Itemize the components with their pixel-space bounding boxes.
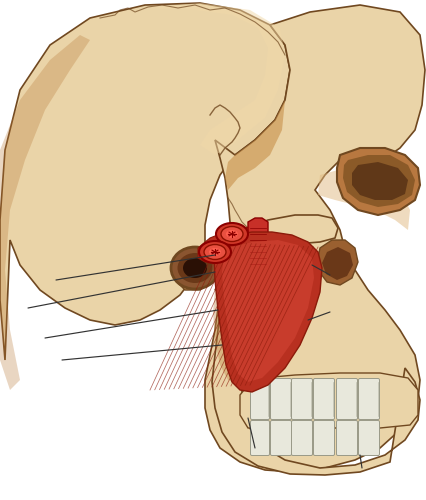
FancyBboxPatch shape	[270, 420, 291, 456]
Polygon shape	[317, 168, 409, 230]
FancyBboxPatch shape	[358, 420, 379, 456]
Ellipse shape	[170, 247, 219, 289]
Polygon shape	[213, 275, 251, 382]
Polygon shape	[317, 240, 357, 285]
Polygon shape	[351, 162, 407, 200]
Polygon shape	[321, 247, 352, 280]
FancyBboxPatch shape	[291, 378, 312, 420]
FancyBboxPatch shape	[250, 378, 269, 420]
Ellipse shape	[208, 248, 221, 256]
FancyBboxPatch shape	[291, 420, 312, 456]
FancyBboxPatch shape	[336, 420, 357, 456]
Ellipse shape	[225, 230, 237, 238]
Polygon shape	[204, 5, 424, 472]
Polygon shape	[242, 215, 337, 245]
Ellipse shape	[199, 241, 230, 263]
Polygon shape	[0, 35, 90, 390]
Polygon shape	[213, 232, 321, 392]
Ellipse shape	[216, 223, 248, 245]
FancyBboxPatch shape	[336, 378, 357, 420]
FancyBboxPatch shape	[270, 378, 291, 420]
Ellipse shape	[183, 258, 207, 278]
Polygon shape	[172, 248, 215, 290]
Polygon shape	[222, 240, 313, 382]
Polygon shape	[225, 100, 284, 190]
Polygon shape	[239, 373, 417, 428]
Ellipse shape	[204, 244, 225, 260]
FancyBboxPatch shape	[313, 378, 334, 420]
Polygon shape	[198, 226, 257, 262]
Polygon shape	[211, 262, 419, 475]
FancyBboxPatch shape	[358, 378, 379, 420]
Ellipse shape	[177, 253, 212, 283]
Polygon shape	[0, 3, 289, 360]
Polygon shape	[336, 148, 419, 215]
Polygon shape	[342, 155, 414, 207]
FancyBboxPatch shape	[313, 420, 334, 456]
Polygon shape	[145, 3, 284, 155]
Polygon shape	[248, 218, 268, 270]
FancyBboxPatch shape	[250, 420, 269, 456]
Ellipse shape	[221, 226, 242, 242]
